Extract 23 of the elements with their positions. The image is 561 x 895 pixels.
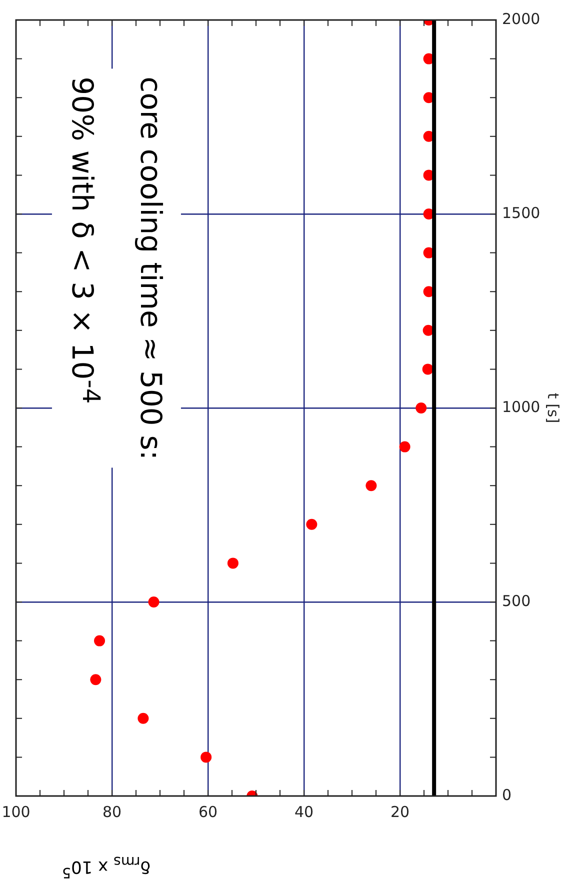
annotation: core cooling time ≈ 500 s: (133, 76, 170, 460)
x-tick-label: 80 (102, 802, 122, 821)
y-tick-label: 1500 (502, 204, 540, 222)
point (416, 402, 427, 414)
point (200, 752, 212, 763)
point (148, 596, 160, 608)
point (227, 558, 238, 569)
point (94, 635, 106, 646)
point (422, 364, 434, 375)
y-axis-title: t [s] (544, 392, 561, 424)
point (138, 712, 149, 724)
point (399, 441, 410, 452)
point (366, 480, 377, 492)
point (306, 518, 318, 530)
x-tick-label: 60 (198, 802, 218, 821)
x-tick-label: 100 (2, 802, 30, 821)
y-tick-label: 1000 (502, 398, 540, 416)
point (90, 674, 102, 686)
y-tick-label: 500 (502, 592, 531, 610)
x-tick-label: 20 (390, 802, 410, 821)
x-tick-label: 40 (294, 802, 314, 821)
y-tick-label: 0 (502, 786, 512, 804)
y-tick-label: 2000 (502, 10, 540, 28)
